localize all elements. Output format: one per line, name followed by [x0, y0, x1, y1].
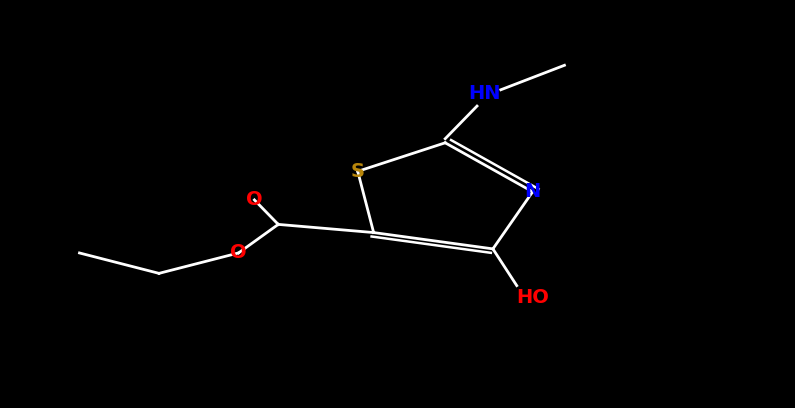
Text: N: N [525, 182, 541, 201]
Text: HN: HN [469, 84, 501, 103]
Text: HO: HO [516, 288, 549, 307]
Text: O: O [246, 191, 262, 209]
Text: S: S [351, 162, 365, 181]
Text: O: O [231, 244, 246, 262]
